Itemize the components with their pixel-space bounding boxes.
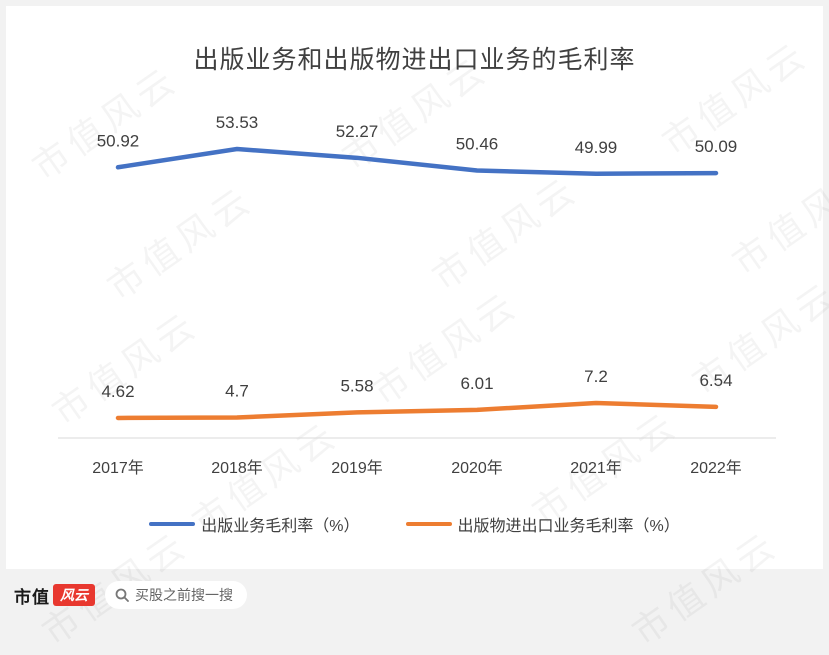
data-label: 52.27 bbox=[336, 122, 379, 141]
legend-label-import-export: 出版物进出口业务毛利率（%） bbox=[458, 512, 680, 536]
legend-label-publishing: 出版业务毛利率（%） bbox=[201, 512, 359, 536]
data-label: 53.53 bbox=[216, 113, 259, 132]
data-label: 50.92 bbox=[97, 131, 140, 150]
legend: 出版业务毛利率（%） 出版物进出口业务毛利率（%） bbox=[0, 512, 829, 536]
search-box[interactable]: 买股之前搜一搜 bbox=[105, 581, 247, 609]
data-label: 5.58 bbox=[340, 376, 373, 395]
legend-item-publishing: 出版业务毛利率（%） bbox=[149, 512, 359, 536]
x-tick-label: 2021年 bbox=[570, 459, 622, 477]
x-tick-label: 2017年 bbox=[92, 459, 144, 477]
search-placeholder: 买股之前搜一搜 bbox=[135, 585, 233, 605]
x-tick-label: 2020年 bbox=[451, 459, 503, 477]
data-label: 50.46 bbox=[456, 134, 499, 153]
search-icon bbox=[115, 588, 129, 602]
brand-logo[interactable]: 市值 风云 bbox=[14, 583, 95, 608]
legend-item-import-export: 出版物进出口业务毛利率（%） bbox=[406, 512, 680, 536]
series-line-1 bbox=[118, 403, 716, 418]
data-label: 4.62 bbox=[101, 382, 134, 401]
x-tick-label: 2022年 bbox=[690, 459, 742, 477]
data-label: 50.09 bbox=[695, 137, 738, 156]
x-tick-label: 2018年 bbox=[211, 459, 263, 477]
footer-bar: 市值 风云 买股之前搜一搜 bbox=[14, 582, 247, 608]
data-label: 7.2 bbox=[584, 367, 608, 386]
series-line-0 bbox=[118, 149, 716, 174]
data-label: 6.54 bbox=[699, 371, 732, 390]
data-label: 4.7 bbox=[225, 382, 249, 401]
data-label: 49.99 bbox=[575, 138, 618, 157]
legend-swatch-publishing bbox=[149, 522, 195, 526]
legend-swatch-import-export bbox=[406, 522, 452, 526]
brand-text: 市值 bbox=[14, 583, 50, 608]
x-tick-label: 2019年 bbox=[331, 459, 383, 477]
brand-mark: 风云 bbox=[53, 584, 95, 606]
data-label: 6.01 bbox=[460, 374, 493, 393]
